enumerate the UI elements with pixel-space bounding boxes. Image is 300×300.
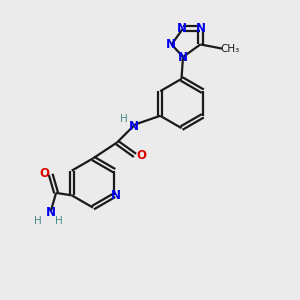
Text: N: N — [196, 22, 206, 35]
Text: H: H — [55, 215, 63, 226]
Text: O: O — [136, 149, 147, 163]
Text: O: O — [39, 167, 49, 180]
Text: CH₃: CH₃ — [221, 44, 240, 54]
Text: N: N — [165, 38, 176, 51]
Text: N: N — [177, 22, 187, 35]
Text: N: N — [45, 206, 56, 219]
Text: H: H — [34, 215, 42, 226]
Text: H: H — [120, 114, 128, 124]
Text: N: N — [110, 189, 121, 203]
Text: N: N — [178, 51, 188, 64]
Text: N: N — [128, 119, 139, 133]
